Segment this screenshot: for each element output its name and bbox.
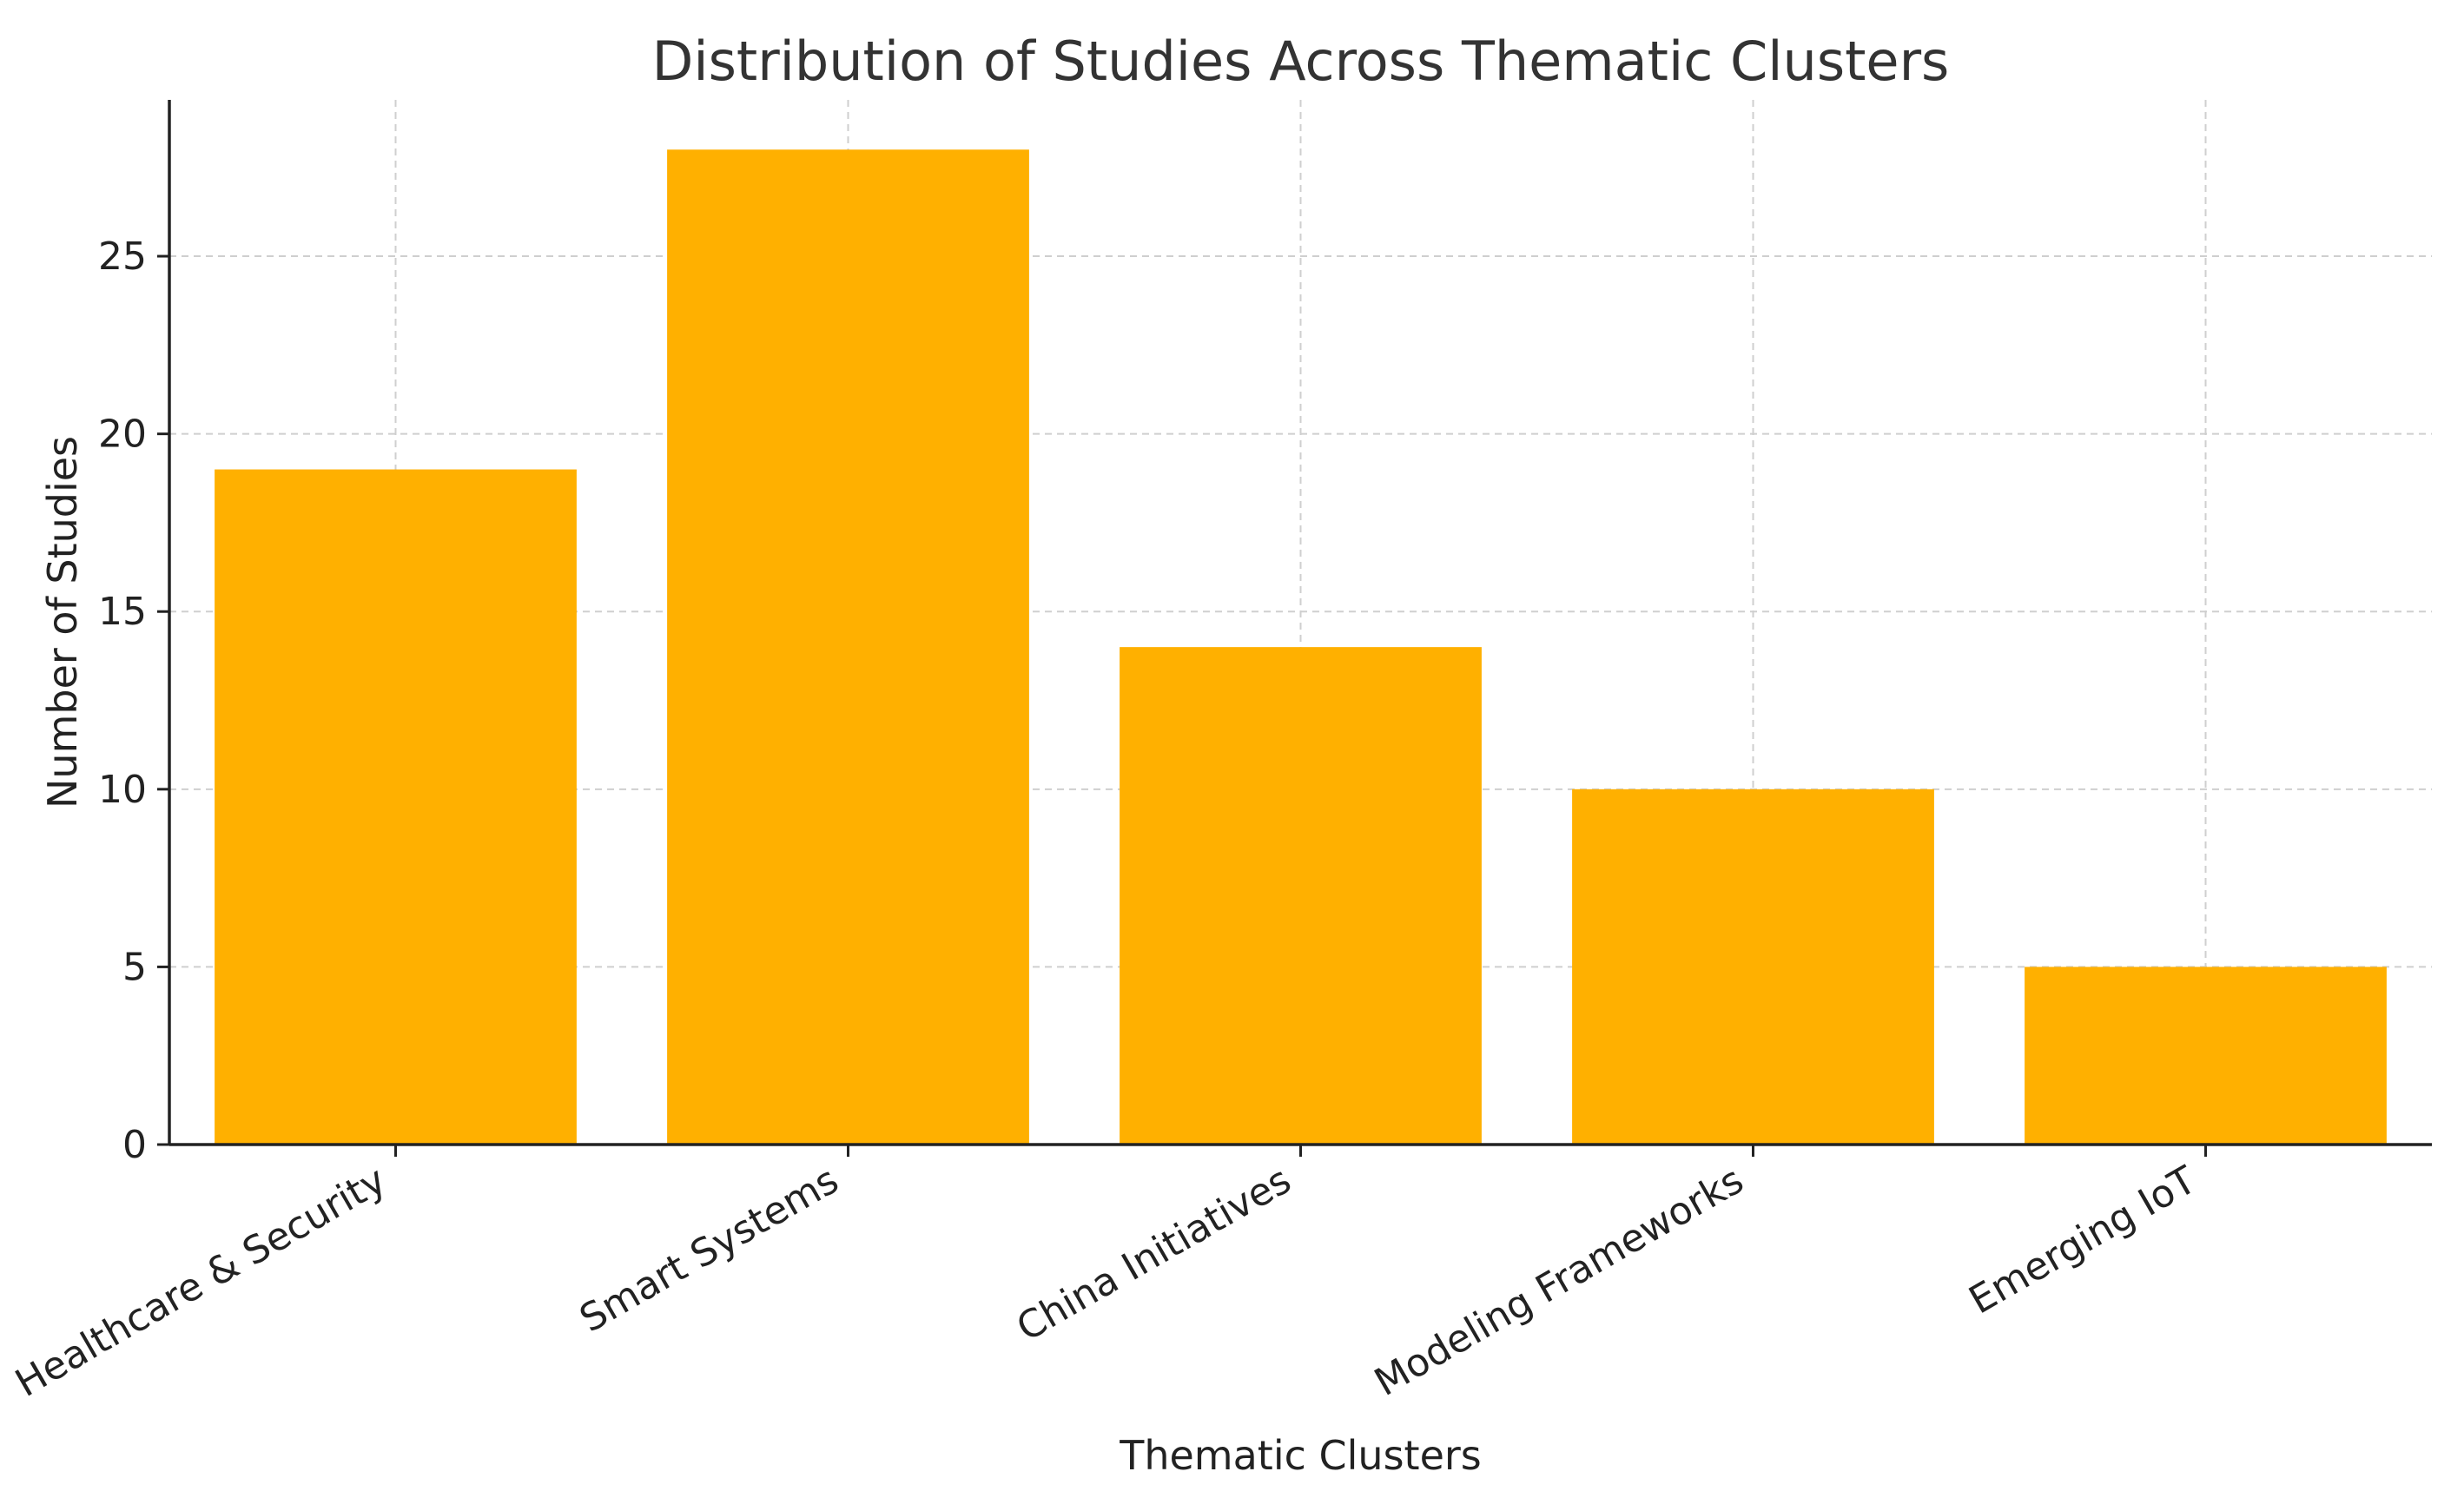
bars (215, 149, 2387, 1145)
y-tick-label: 5 (122, 945, 147, 989)
x-tick-label: China Initiatives (1009, 1158, 1298, 1350)
bar (1572, 789, 1934, 1145)
y-axis-title: Number of Studies (39, 436, 86, 808)
x-tick-label: Healthcare & Security (8, 1158, 393, 1406)
x-tick-label: Modeling Frameworks (1367, 1158, 1751, 1404)
y-tick-label: 15 (98, 590, 147, 634)
y-tick-label: 20 (98, 412, 147, 457)
x-axis-title: Thematic Clusters (1119, 1432, 1482, 1479)
x-tick-label: Emerging IoT (1962, 1158, 2203, 1323)
y-tick-label: 10 (98, 768, 147, 812)
y-tick-label: 25 (98, 234, 147, 279)
y-tick-label: 0 (122, 1123, 147, 1167)
bar (215, 469, 577, 1145)
chart-title: Distribution of Studies Across Thematic … (652, 30, 1950, 93)
x-tick-label: Smart Systems (572, 1158, 846, 1341)
bar (2025, 967, 2387, 1145)
axes (157, 100, 2432, 1157)
bar (1120, 647, 1482, 1145)
bar (667, 149, 1029, 1145)
